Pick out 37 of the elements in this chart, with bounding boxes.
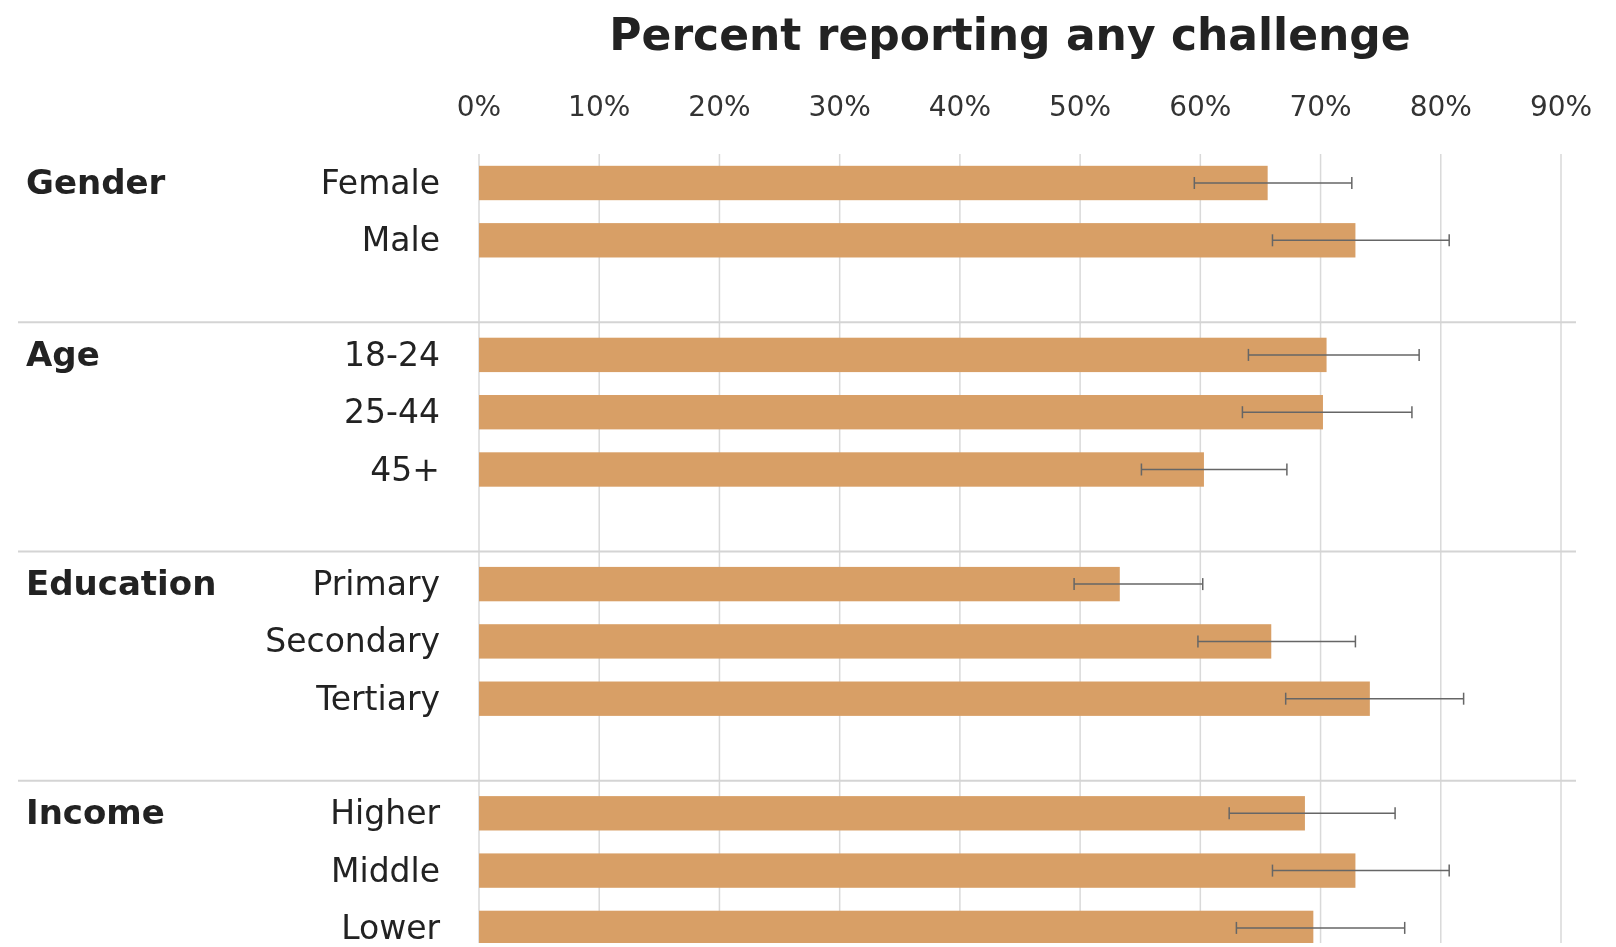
y-tick-label: Higher (330, 793, 441, 833)
x-tick-label: 20% (688, 90, 751, 123)
bar (479, 165, 1268, 201)
text: Income (26, 792, 165, 833)
bar (479, 624, 1272, 659)
text: Education (26, 563, 217, 604)
x-tick-label: 10% (568, 90, 631, 123)
x-tick-label: 80% (1409, 90, 1472, 123)
y-tick-label: 45+ (370, 449, 440, 489)
x-tick-label: 0% (456, 90, 502, 123)
x-tick-label: 50% (1048, 90, 1112, 123)
text: Age (26, 333, 100, 374)
bar (479, 566, 1120, 602)
y-tick-label: 25-44 (344, 392, 440, 432)
chart-title: Percent reporting any challenge (609, 9, 1411, 60)
y-tick-label: Secondary (265, 621, 440, 661)
bar (479, 223, 1356, 258)
text: Gender (26, 162, 166, 202)
bar (479, 337, 1327, 373)
bar (479, 395, 1323, 430)
bar (479, 796, 1305, 831)
x-tick-label: 70% (1289, 90, 1352, 123)
y-tick-label: Male (361, 220, 440, 260)
y-tick-label: Middle (330, 850, 440, 890)
x-tick-label: 40% (928, 90, 992, 123)
y-tick-label: Primary (312, 564, 440, 604)
y-tick-label: 18-24 (344, 334, 440, 374)
bar (479, 853, 1356, 888)
x-tick-label: 90% (1529, 90, 1593, 123)
y-tick-label: Tertiary (315, 678, 440, 718)
x-tick-label: 60% (1169, 90, 1232, 123)
bar (479, 681, 1370, 716)
bar (479, 910, 1314, 943)
y-tick-label: Female (320, 163, 440, 202)
x-tick-label: 30% (808, 90, 871, 123)
bar (479, 452, 1204, 487)
y-tick-label: Lower (341, 907, 441, 947)
